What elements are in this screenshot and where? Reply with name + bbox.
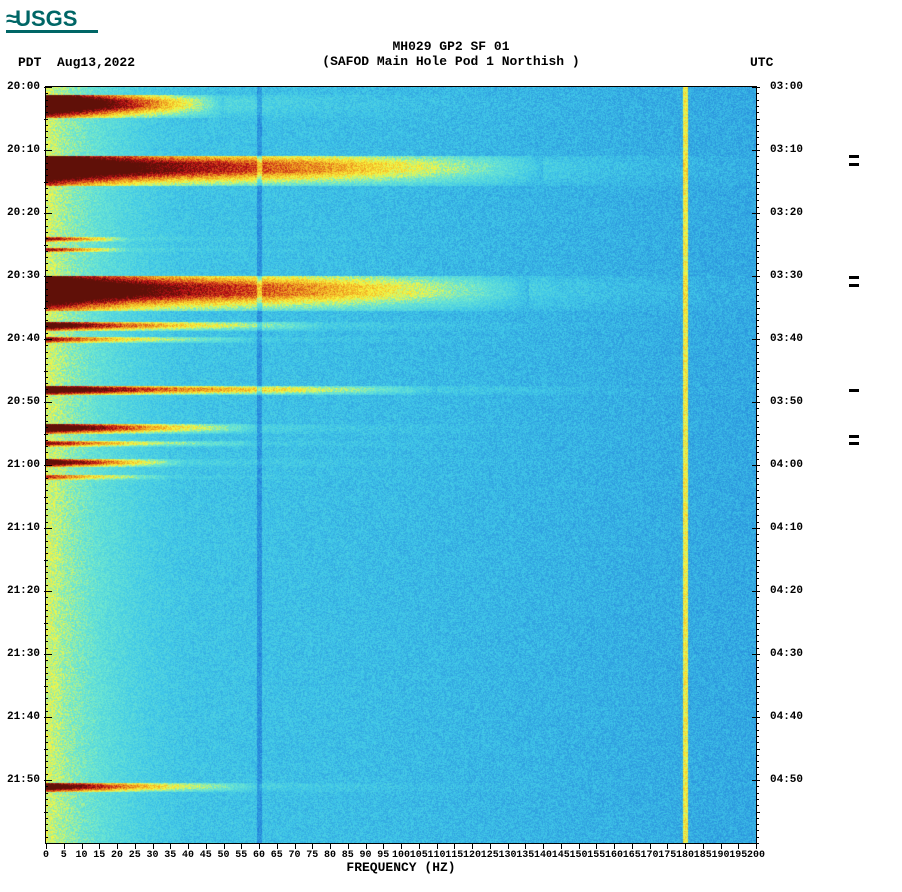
left-timezone-label: PDT Aug13,2022 xyxy=(18,55,135,70)
date-text: Aug13,2022 xyxy=(57,55,135,70)
plot-frame xyxy=(45,86,757,844)
y-left-tick: 21:00 xyxy=(0,459,40,471)
spectrogram-plot xyxy=(46,87,756,843)
side-event-mark xyxy=(849,155,859,158)
pdt-text: PDT xyxy=(18,55,41,70)
side-event-mark xyxy=(849,276,859,279)
y-left-tick: 20:00 xyxy=(0,81,40,93)
logo-text: USGS xyxy=(15,6,77,31)
y-axis-right: 03:0003:1003:2003:3003:4003:5004:0004:10… xyxy=(760,87,810,843)
y-left-tick: 21:10 xyxy=(0,522,40,534)
y-left-tick: 21:50 xyxy=(0,774,40,786)
logo-underline xyxy=(6,30,98,33)
right-timezone-label: UTC xyxy=(750,55,773,70)
usgs-logo: ≈USGS xyxy=(6,6,77,32)
y-left-tick: 21:20 xyxy=(0,585,40,597)
y-right-tick: 04:00 xyxy=(770,459,803,471)
side-event-mark xyxy=(849,389,859,392)
wave-icon: ≈ xyxy=(6,6,15,31)
y-right-tick: 03:20 xyxy=(770,207,803,219)
x-axis-label: FREQUENCY (HZ) xyxy=(46,860,756,875)
y-left-tick: 20:50 xyxy=(0,396,40,408)
y-left-tick: 20:10 xyxy=(0,144,40,156)
y-right-tick: 04:50 xyxy=(770,774,803,786)
side-event-mark xyxy=(849,442,859,445)
y-left-tick: 21:30 xyxy=(0,648,40,660)
y-left-tick: 20:20 xyxy=(0,207,40,219)
y-right-tick: 04:10 xyxy=(770,522,803,534)
side-event-strip xyxy=(845,87,863,843)
y-right-tick: 03:40 xyxy=(770,333,803,345)
y-right-tick: 04:20 xyxy=(770,585,803,597)
y-right-tick: 03:30 xyxy=(770,270,803,282)
side-event-mark xyxy=(849,435,859,438)
y-right-tick: 03:50 xyxy=(770,396,803,408)
y-left-tick: 20:40 xyxy=(0,333,40,345)
y-right-tick: 03:10 xyxy=(770,144,803,156)
y-left-tick: 21:40 xyxy=(0,711,40,723)
side-event-mark xyxy=(849,163,859,166)
plot-title: MH029 GP2 SF 01 xyxy=(0,39,902,54)
y-right-tick: 04:30 xyxy=(770,648,803,660)
y-axis-left: 20:0020:1020:2020:3020:4020:5021:0021:10… xyxy=(4,87,44,843)
y-right-tick: 04:40 xyxy=(770,711,803,723)
y-right-tick: 03:00 xyxy=(770,81,803,93)
y-left-tick: 20:30 xyxy=(0,270,40,282)
side-event-mark xyxy=(849,284,859,287)
